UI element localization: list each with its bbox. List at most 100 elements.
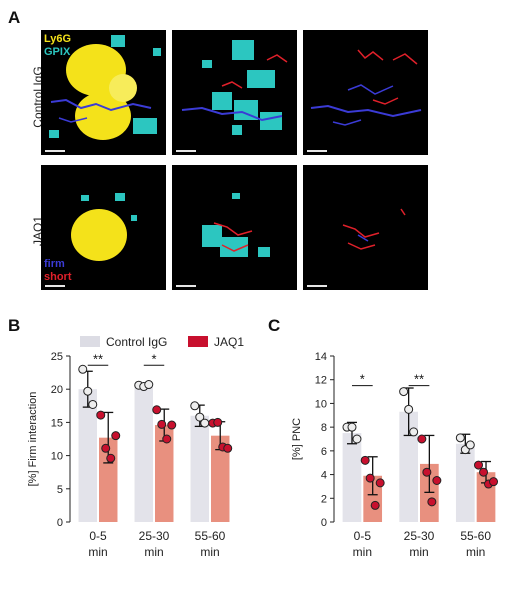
data-point — [404, 404, 414, 414]
significance-label: * — [360, 372, 365, 387]
y-tick-label: 4 — [321, 470, 327, 482]
significance-label: ** — [93, 351, 103, 366]
chart-legend: Control IgG JAQ1 — [80, 335, 244, 349]
data-point — [200, 418, 210, 428]
micrograph-control-merge — [41, 30, 166, 155]
micrograph-jaq1-tracks — [303, 165, 428, 290]
bar — [190, 415, 209, 522]
data-point — [152, 405, 162, 415]
significance-label: * — [151, 351, 156, 366]
scale-bar — [176, 285, 196, 287]
y-tick-label: 2 — [321, 493, 327, 505]
data-point — [375, 478, 385, 488]
bar — [399, 411, 418, 522]
data-point — [455, 433, 465, 443]
legend-gpix: GPIX — [44, 46, 71, 58]
data-point — [399, 387, 409, 397]
y-tick-label: 14 — [315, 351, 327, 363]
data-point — [213, 417, 223, 427]
y-tick-label: 10 — [315, 398, 327, 410]
scale-bar — [45, 150, 65, 152]
micrograph-control-overlay — [172, 30, 297, 155]
data-point — [465, 440, 475, 450]
x-tick-label: min — [466, 545, 485, 559]
data-point — [223, 443, 233, 453]
x-tick-label: 55-60 — [460, 529, 491, 543]
x-tick-label: min — [353, 545, 372, 559]
legend-firm: firm — [44, 258, 65, 270]
y-tick-label: 20 — [51, 384, 63, 396]
data-point — [474, 460, 484, 470]
data-point — [157, 419, 167, 429]
data-point — [352, 434, 362, 444]
data-point — [417, 434, 427, 444]
micrograph-jaq1-overlay — [172, 165, 297, 290]
data-point — [96, 410, 106, 420]
bar — [342, 433, 362, 522]
y-tick-label: 0 — [321, 517, 327, 529]
x-tick-label: 0-5 — [354, 529, 372, 543]
scale-bar — [307, 285, 327, 287]
data-point — [162, 434, 172, 444]
data-point — [422, 467, 432, 477]
y-axis-label: [%] PNC — [291, 418, 303, 460]
data-point — [489, 477, 499, 487]
data-point — [88, 399, 98, 409]
data-point — [167, 420, 177, 430]
data-point — [195, 412, 205, 422]
micrograph-jaq1-merge — [41, 165, 166, 290]
data-point — [360, 455, 370, 465]
y-tick-label: 5 — [57, 484, 63, 496]
y-axis-label: [%] Firm interaction — [27, 392, 39, 487]
x-tick-label: min — [200, 545, 219, 559]
x-tick-label: min — [88, 545, 107, 559]
legend-label: JAQ1 — [214, 335, 244, 349]
x-tick-label: 55-60 — [195, 529, 226, 543]
data-point — [101, 443, 111, 453]
data-point — [347, 422, 357, 432]
micrograph-control-tracks — [303, 30, 428, 155]
x-tick-label: min — [144, 545, 163, 559]
data-point — [365, 473, 375, 483]
y-tick-label: 25 — [51, 351, 63, 363]
data-point — [427, 497, 437, 507]
x-tick-label: min — [409, 545, 428, 559]
legend-swatch — [188, 336, 208, 347]
y-tick-label: 8 — [321, 422, 327, 434]
bar — [155, 425, 174, 522]
bar — [134, 385, 153, 522]
data-point — [106, 453, 116, 463]
data-point — [432, 476, 442, 485]
panel-letter-b: B — [8, 316, 21, 335]
data-point — [370, 500, 380, 510]
data-point — [479, 467, 489, 477]
legend-short: short — [44, 271, 72, 283]
data-point — [83, 386, 93, 396]
chart-pnc: 0 2 4 6 8 10 12 14 [%] PNC 0-5 min 25-30 min 55-60 min… — [291, 351, 499, 559]
y-tick-label: 15 — [51, 417, 63, 429]
scale-bar — [176, 150, 196, 152]
x-tick-label: 25-30 — [404, 529, 435, 543]
panel-letter-a: A — [8, 8, 21, 27]
panel-letter-c: C — [268, 316, 281, 335]
bar — [455, 443, 475, 522]
bar — [211, 435, 230, 522]
data-point — [78, 364, 88, 374]
y-tick-label: 0 — [57, 517, 63, 529]
scale-bar — [307, 150, 327, 152]
x-tick-label: 25-30 — [139, 529, 170, 543]
data-point — [190, 401, 200, 411]
significance-label: ** — [414, 372, 424, 387]
y-tick-label: 12 — [315, 375, 327, 387]
x-tick-label: 0-5 — [89, 529, 107, 543]
data-point — [409, 427, 419, 437]
y-tick-label: 6 — [321, 446, 327, 458]
bar — [363, 475, 383, 522]
y-tick-label: 10 — [51, 451, 63, 463]
legend-ly6g: Ly6G — [44, 33, 72, 45]
data-point — [144, 380, 154, 390]
chart-firm-interaction: 0 5 10 15 20 25 [%] Firm interaction 0-5 min 25-3… — [27, 351, 233, 559]
legend-swatch — [80, 336, 100, 347]
data-point — [111, 431, 121, 441]
